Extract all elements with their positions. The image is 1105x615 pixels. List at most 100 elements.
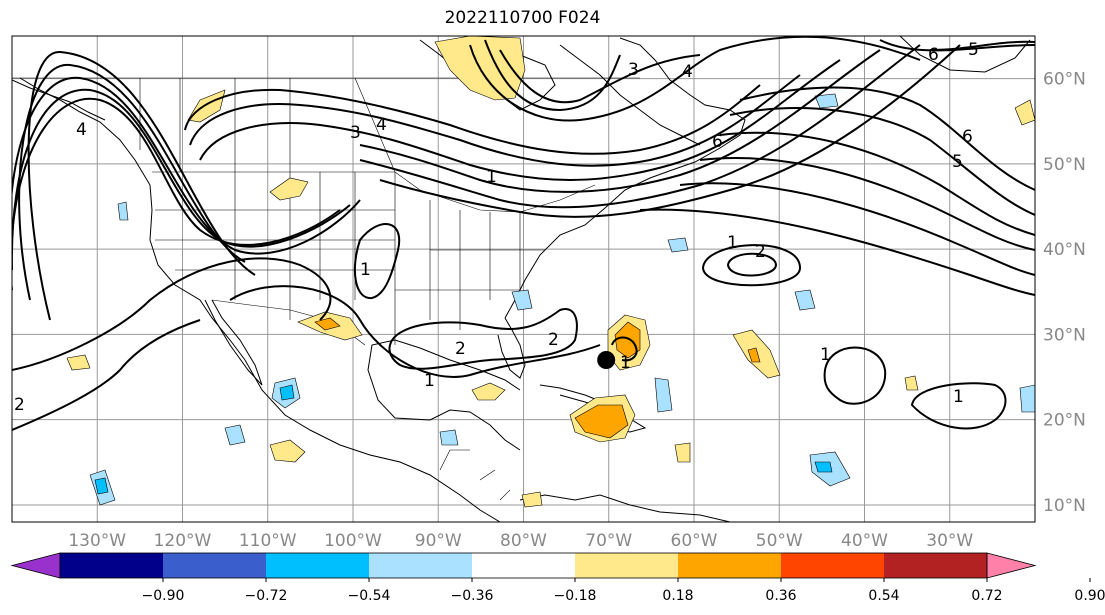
colorbar-labels: −0.90 −0.72 −0.54 −0.36 −0.18 0.18 0.36 0.54 0.7… [142,578,1105,604]
contour-label-4c: 4 [76,120,87,140]
contour-north-4 [469,36,921,122]
contour-gulf-1 [229,285,601,378]
contour-label-2c: 2 [755,242,766,262]
shade-blue-small11 [117,201,129,221]
colorbar-tick-label: −0.54 [348,588,391,604]
contour-low-se-1 [823,346,887,405]
contour-jet-west-1 [12,257,332,371]
contour-low-far-1 [910,382,1007,430]
contour-east-2 [679,182,1035,276]
contour-jet-west-4 [12,76,361,290]
contour-label-3b: 3 [350,123,361,143]
contour-east-6 [739,86,1035,191]
lon-tick-label: 110°W [239,531,297,551]
contour-label-6c: 6 [712,132,723,152]
colorbar-tick-label: 0.36 [765,588,796,604]
contour-greenland-6 [879,39,1035,52]
contour-lines [12,36,1035,431]
map-title: 2022110700 F024 [444,8,601,28]
contour-south-1 [12,319,201,431]
contour-label-2: 2 [455,339,466,359]
borders-central-america [439,449,511,501]
contour-jet-ridge-1 [184,84,761,155]
lon-tick-label: 120°W [154,531,212,551]
colorbar-extension-low [10,552,61,579]
shade-yellow-small3 [66,354,91,371]
map-frame [11,35,1036,523]
shade-blue-small6 [667,237,689,253]
shade-blue-small12 [439,429,459,446]
contour-label-1e: 1 [486,167,497,187]
contour-label-1d: 1 [953,387,964,407]
latitude-labels: 10°N 20°N 30°N 40°N 50°N 60°N [1043,70,1086,516]
contour-label-2b: 2 [548,330,559,350]
shade-orange-caribbean [574,404,629,439]
coastline-gulf [367,339,521,451]
political-borders [12,77,640,501]
contour-label-3: 3 [628,60,639,80]
shade-orange-texas [314,317,341,331]
shade-orange-east [614,321,641,359]
shade-orange-atlantic [747,347,761,363]
contour-label-1g: 1 [620,353,631,373]
lat-tick-label: 10°N [1043,496,1086,516]
shade-blue-small10 [1019,384,1035,413]
contour-jet-ridge-2 [189,74,801,167]
contour-north-5 [499,49,701,104]
lon-tick-label: 40°W [841,531,888,551]
borders-canada-provinces [140,77,640,173]
shade-yellow-east-atl [1014,99,1035,126]
shade-yellow-small1 [904,375,919,391]
contour-label-5b: 5 [952,152,963,172]
shade-blue-small9 [814,93,839,109]
colorbar-segment [163,553,266,578]
colorbar-segment [60,553,163,578]
contour-east-1 [639,208,1035,296]
shade-blue-small7 [511,289,533,311]
contour-jet-ridge-4 [359,49,881,193]
colorbar-segment [472,553,575,578]
colorbar-outline [59,552,988,579]
contour-texas-1 [353,223,401,300]
colorbar-segment [369,553,472,578]
coastline-greenland [899,36,1031,73]
contour-label-1c: 1 [820,345,831,365]
lon-tick-label: 130°W [68,531,126,551]
lat-tick-label: 30°N [1043,325,1086,345]
colorbar-tick-label: −0.90 [142,588,185,604]
contour-label-2d: 2 [14,395,25,415]
storm-center-marker [597,351,616,369]
colorbar-segment [884,553,987,578]
colorbar-tick-label: −0.18 [554,588,597,604]
shade-yellow-small2 [521,491,543,508]
gridlines [12,36,1035,522]
colorbar [10,552,1037,579]
lon-tick-label: 50°W [756,531,803,551]
coastline-north-america-west [19,77,501,522]
contour-greenland-5 [929,40,1035,51]
coastline-florida [497,317,526,379]
shade-cyan-small3 [814,461,833,473]
shaded-anomalies [66,36,1035,508]
lon-tick-label: 90°W [415,531,462,551]
border-us-canada [152,171,596,213]
shade-blue-small5 [794,289,816,311]
lon-tick-label: 30°W [926,531,973,551]
contour-low-atlantic-2b [726,252,778,277]
colorbar-tick-label: −0.36 [451,588,494,604]
shade-cyan-small2 [94,477,109,495]
lon-tick-label: 80°W [500,531,547,551]
contour-east-4 [719,131,1035,236]
map-content: 1 2 2 1 2 1 1 4 3 6 5 6 5 4 3 1 6 2 1 4 … [12,36,1035,522]
coastline-labrador [559,44,701,146]
colorbar-tick-label: 0.72 [971,588,1002,604]
colorbar-extension-high [986,552,1037,579]
colorbar-segment [266,553,369,578]
contour-labels: 1 2 2 1 2 1 1 4 3 6 5 6 5 4 3 1 6 2 1 4 … [14,40,979,415]
contour-north-3 [484,39,621,112]
colorbar-tick-label: 0.18 [662,588,693,604]
lat-tick-label: 60°N [1043,70,1086,90]
contour-label-4: 4 [682,62,693,82]
lon-tick-label: 60°W [671,531,718,551]
colorbar-tick-label: −0.72 [245,588,288,604]
